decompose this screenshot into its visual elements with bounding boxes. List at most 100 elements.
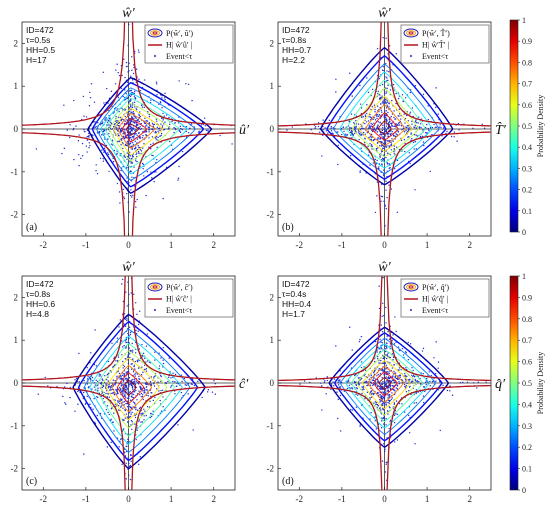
scatter-point [380, 409, 382, 411]
scatter-point [385, 76, 387, 78]
scatter-point [380, 387, 382, 389]
scatter-point [393, 110, 395, 112]
scatter-point [83, 115, 85, 117]
scatter-point [141, 395, 144, 398]
scatter-point [383, 416, 386, 418]
scatter-point [419, 123, 422, 125]
legend-box [144, 278, 234, 318]
scatter-point [140, 421, 142, 423]
scatter-point [398, 383, 401, 385]
scatter-point [372, 118, 374, 121]
scatter-point [138, 113, 140, 116]
scatter-point [123, 156, 125, 158]
scatter-point [138, 310, 141, 312]
scatter-point [128, 397, 130, 399]
scatter-point [414, 126, 416, 129]
scatter-point [81, 155, 84, 157]
scatter-point [374, 381, 377, 383]
colorbar-label: Probability Density [536, 352, 545, 414]
scatter-point [314, 127, 316, 129]
scatter-point [388, 184, 390, 186]
scatter-point [360, 378, 362, 380]
scatter-point [370, 139, 372, 141]
panel-label: (c) [26, 476, 37, 487]
scatter-point [134, 302, 137, 304]
scatter-point [127, 167, 130, 169]
scatter-point [391, 124, 393, 127]
legend-contour-swatch-core [152, 31, 158, 35]
scatter-point [350, 131, 352, 133]
scatter-point [381, 342, 384, 344]
scatter-point [126, 387, 128, 389]
scatter-point [385, 383, 387, 385]
legend-contour-swatch-inner [150, 284, 160, 290]
scatter-point [146, 360, 149, 362]
density-contour [339, 338, 437, 435]
scatter-point [131, 148, 133, 151]
scatter-point [423, 144, 425, 147]
scatter-point [405, 367, 407, 369]
scatter-point [420, 126, 422, 129]
scatter-point [434, 372, 437, 375]
scatter-point [153, 385, 156, 387]
scatter-point [102, 397, 104, 400]
scatter-point [369, 164, 371, 166]
scatter-point [128, 406, 130, 408]
scatter-point [405, 126, 407, 128]
scatter-point [381, 95, 383, 97]
scatter-point [88, 146, 90, 149]
scatter-point [151, 154, 153, 156]
density-contour [352, 87, 420, 158]
scatter-point [407, 341, 409, 344]
scatter-point [382, 302, 384, 304]
scatter-point [145, 370, 148, 372]
scatter-point [140, 414, 142, 416]
scatter-point [128, 403, 131, 406]
scatter-point [399, 376, 401, 378]
y-tick-label: 2 [14, 38, 19, 48]
scatter-point [353, 127, 356, 129]
scatter-point [422, 372, 424, 375]
scatter-point [122, 188, 125, 191]
scatter-point [134, 391, 136, 393]
scatter-point [85, 145, 88, 147]
scatter-point [105, 384, 107, 387]
x-axis-label: ĉ′ [239, 377, 249, 392]
scatter-point [337, 417, 339, 420]
scatter-point [378, 385, 381, 388]
scatter-point [387, 111, 389, 114]
scatter-point [143, 408, 145, 410]
scatter-point [391, 384, 394, 387]
scatter-point [105, 408, 107, 411]
scatter-point [371, 148, 373, 150]
scatter-point [127, 457, 129, 459]
scatter-point [321, 409, 323, 411]
scatter-point [385, 418, 387, 420]
scatter-point [364, 137, 366, 140]
scatter-point [422, 347, 425, 350]
scatter-point [174, 373, 177, 376]
scatter-point [333, 385, 335, 387]
scatter-point [377, 92, 379, 95]
scatter-point [81, 142, 84, 145]
scatter-point [109, 385, 111, 388]
scatter-point [385, 37, 387, 39]
scatter-point [377, 138, 379, 140]
scatter-point [381, 376, 383, 379]
scatter-point [381, 141, 383, 143]
density-contour [356, 354, 418, 416]
scatter-point [185, 384, 188, 386]
scatter-point [69, 136, 71, 139]
scatter-point [390, 115, 393, 118]
scatter-point [129, 333, 132, 336]
legend-entry: P(ŵ′, û′) [166, 29, 193, 38]
scatter-point [129, 356, 131, 359]
scatter-point [337, 163, 339, 166]
scatter-point [405, 352, 407, 354]
scatter-point [137, 323, 140, 326]
scatter-point [364, 398, 366, 400]
hyperbolic-hole-curve [131, 276, 235, 381]
scatter-point [395, 123, 397, 125]
scatter-point [376, 147, 379, 149]
scatter-point [371, 88, 374, 91]
